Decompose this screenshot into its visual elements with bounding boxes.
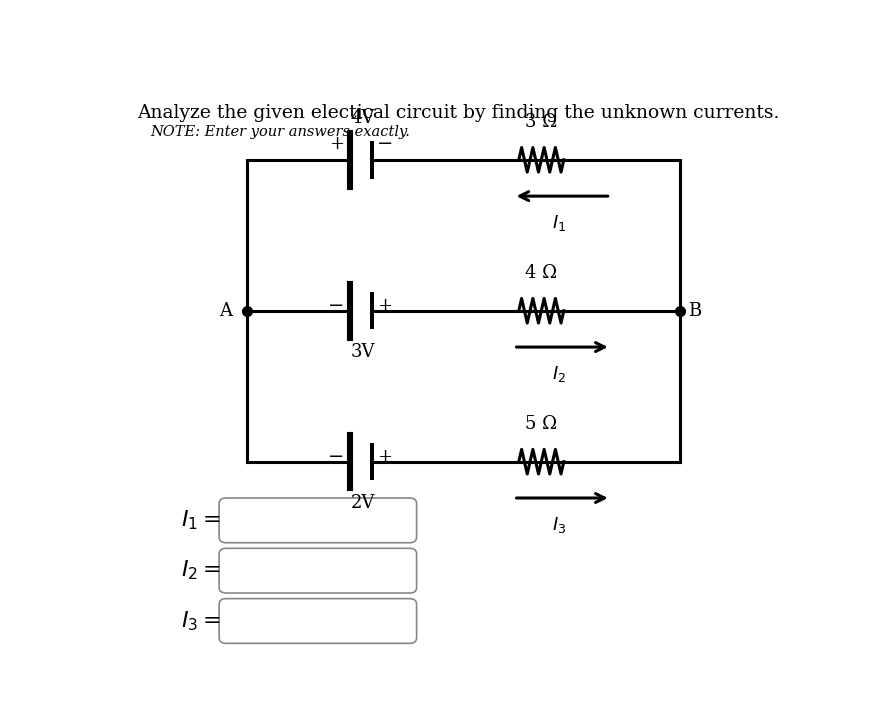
Text: $I_3 =$: $I_3 =$ bbox=[181, 609, 221, 633]
Text: 2V: 2V bbox=[350, 494, 375, 512]
Text: $I_1 =$: $I_1 =$ bbox=[181, 508, 221, 532]
Text: $I_3$: $I_3$ bbox=[552, 515, 566, 535]
Text: −: − bbox=[376, 135, 393, 153]
Text: 4V: 4V bbox=[350, 110, 375, 127]
Text: −: − bbox=[328, 448, 344, 466]
Text: 3V: 3V bbox=[350, 343, 375, 361]
Text: B: B bbox=[688, 302, 702, 319]
Text: $I_1$: $I_1$ bbox=[552, 213, 566, 233]
Text: +: + bbox=[329, 135, 343, 153]
Text: +: + bbox=[377, 297, 392, 315]
FancyBboxPatch shape bbox=[219, 548, 417, 593]
Text: 4 Ω: 4 Ω bbox=[526, 264, 557, 282]
Text: −: − bbox=[328, 297, 344, 315]
FancyBboxPatch shape bbox=[219, 498, 417, 543]
Text: 5 Ω: 5 Ω bbox=[526, 415, 557, 433]
Text: $I_2$: $I_2$ bbox=[552, 364, 566, 384]
Text: A: A bbox=[219, 302, 232, 319]
FancyBboxPatch shape bbox=[219, 599, 417, 643]
Text: $I_2 =$: $I_2 =$ bbox=[181, 559, 221, 582]
Text: +: + bbox=[377, 448, 392, 466]
Text: Analyze the given electical circuit by finding the unknown currents.: Analyze the given electical circuit by f… bbox=[137, 104, 780, 122]
Text: NOTE: Enter your answers exactly.: NOTE: Enter your answers exactly. bbox=[150, 125, 409, 139]
Text: 3 Ω: 3 Ω bbox=[525, 113, 558, 131]
